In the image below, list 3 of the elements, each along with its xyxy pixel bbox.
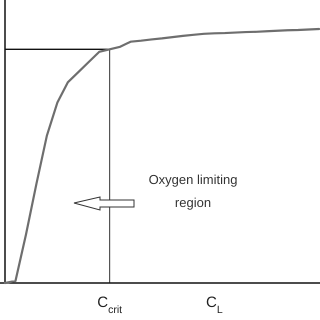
x-tick-label: C$_{L}$	[206, 294, 223, 316]
annotation: Oxygen limiting region	[148, 172, 238, 210]
x-tick-label: C$_{crit}$	[97, 294, 122, 316]
